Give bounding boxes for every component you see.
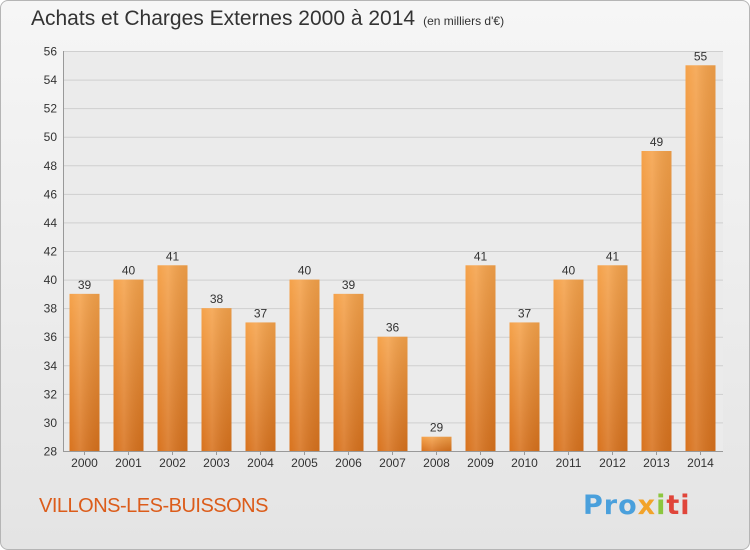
data-label: 37 [254, 306, 268, 320]
data-label: 41 [474, 249, 488, 263]
bar-shine [69, 293, 100, 451]
x-tick-label: 2001 [115, 456, 142, 470]
bar-shine [685, 65, 716, 452]
y-tick-label: 30 [44, 416, 58, 430]
commune-name: VILLONS-LES-BUISSONS [39, 495, 268, 517]
bar-shine [465, 265, 496, 451]
y-tick-label: 48 [44, 159, 58, 173]
y-tick-label: 34 [44, 359, 58, 373]
x-tick-label: 2014 [687, 456, 714, 470]
logo-part-4: ti [666, 490, 691, 521]
data-label: 39 [78, 278, 92, 292]
bar-shine [641, 151, 672, 451]
data-label: 40 [122, 264, 136, 278]
axis-layer: 28 30 32 34 36 38 40 42 44 46 48 50 52 54 56 2000 2001 20… [44, 45, 723, 470]
chart-subtitle: (en milliers d'€) [423, 14, 505, 28]
y-tick-label: 56 [44, 45, 58, 59]
bar-shine [201, 308, 232, 451]
data-label: 37 [518, 306, 532, 320]
bar-shine [509, 322, 540, 451]
y-tick-label: 44 [44, 216, 58, 230]
x-tick-label: 2004 [247, 456, 274, 470]
y-tick-label: 32 [44, 387, 58, 401]
y-tick-label: 40 [44, 273, 58, 287]
proxiti-logo[interactable]: Proxiti [583, 490, 691, 521]
bar-shine [113, 279, 144, 451]
y-tick-label: 36 [44, 330, 58, 344]
label-layer: 39 40 41 38 37 40 39 36 29 41 37 40 41 49 55 [78, 49, 708, 434]
bar-shine [245, 322, 276, 451]
data-label: 41 [166, 249, 180, 263]
data-label: 55 [694, 49, 708, 63]
x-tick-label: 2009 [467, 456, 494, 470]
title-text: Achats et Charges Externes 2000 à 2014 [31, 7, 416, 30]
x-tick-label: 2007 [379, 456, 406, 470]
y-tick-label: 38 [44, 302, 58, 316]
y-tick-label: 50 [44, 130, 58, 144]
x-tick-label: 2006 [335, 456, 362, 470]
logo-part-2: x [637, 490, 657, 521]
logo-part-1: Pro [583, 490, 638, 521]
x-tick-label: 2010 [511, 456, 538, 470]
x-tick-label: 2008 [423, 456, 450, 470]
y-tick-label: 42 [44, 245, 58, 259]
y-tick-label: 46 [44, 187, 58, 201]
bar-layer [69, 65, 716, 452]
data-label: 41 [606, 249, 620, 263]
y-tick-label: 28 [44, 445, 58, 459]
x-tick-label: 2012 [599, 456, 626, 470]
data-label: 38 [210, 292, 224, 306]
x-tick-label: 2011 [556, 456, 582, 470]
x-tick-label: 2002 [159, 456, 186, 470]
data-label: 36 [386, 321, 400, 335]
data-label: 49 [650, 135, 664, 149]
y-tick-label: 52 [44, 102, 58, 116]
x-tick-label: 2000 [71, 456, 98, 470]
x-tick-label: 2003 [203, 456, 230, 470]
chart-title: Achats et Charges Externes 2000 à 2014 (e… [31, 7, 504, 31]
y-tick-label: 54 [44, 73, 58, 87]
bar-shine [553, 279, 584, 451]
bar-shine [421, 436, 452, 451]
data-label: 40 [298, 264, 312, 278]
x-tick-label: 2013 [643, 456, 670, 470]
data-label: 40 [562, 264, 576, 278]
data-label: 39 [342, 278, 356, 292]
bar-shine [333, 293, 364, 451]
bar-shine [289, 279, 320, 451]
data-label: 29 [430, 421, 444, 435]
bar-shine [597, 265, 628, 451]
bar-shine [377, 336, 408, 451]
logo-part-3: i [656, 490, 667, 521]
bar-shine [157, 265, 188, 451]
x-tick-label: 2005 [291, 456, 318, 470]
